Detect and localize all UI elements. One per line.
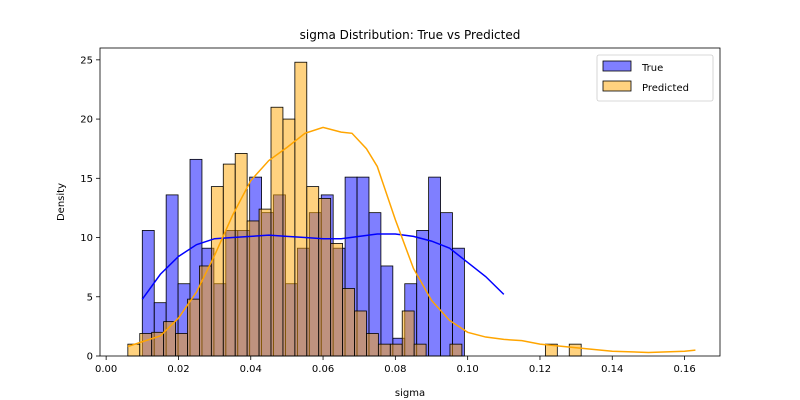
predicted-bar — [246, 220, 260, 357]
legend-label-true: True — [641, 63, 663, 74]
chart-title: sigma Distribution: True vs Predicted — [300, 28, 521, 42]
x-tick-label: 0.00 — [95, 364, 117, 375]
predicted-bar — [139, 333, 153, 357]
y-tick-label: 5 — [87, 292, 93, 303]
predicted-bar — [330, 243, 343, 357]
predicted-bar — [282, 118, 296, 357]
predicted-bar — [199, 265, 212, 357]
y-axis-label: Density — [56, 183, 67, 221]
legend: True Predicted — [596, 54, 714, 102]
predicted-bar — [306, 186, 320, 357]
predicted-bar — [413, 343, 427, 357]
predicted-bar — [187, 298, 200, 357]
x-tick-label: 0.02 — [167, 364, 189, 375]
predicted-bar — [318, 198, 332, 357]
x-tick-label: 0.06 — [312, 364, 334, 375]
x-tick-label: 0.12 — [529, 364, 551, 375]
predicted-bar — [270, 106, 284, 357]
predicted-bar — [151, 331, 165, 357]
legend-label-predicted: Predicted — [642, 83, 689, 94]
x-tick-label: 0.14 — [601, 364, 623, 375]
axes-frame — [99, 47, 721, 357]
x-axis-ticks: 0.00 0.02 0.04 0.06 0.08 0.10 0.12 0.14 0.16 — [95, 356, 696, 375]
true-bar — [428, 176, 441, 357]
predicted-series-bars — [127, 61, 582, 357]
x-tick-label: 0.10 — [457, 364, 479, 375]
true-bar — [452, 247, 465, 357]
predicted-bar — [377, 343, 391, 357]
y-tick-label: 0 — [87, 352, 93, 363]
legend-swatch-predicted — [602, 80, 632, 92]
predicted-bar — [234, 153, 248, 357]
predicted-bar — [401, 310, 415, 357]
x-tick-label: 0.04 — [240, 364, 262, 375]
predicted-kde-line — [127, 126, 696, 354]
predicted-bar — [258, 208, 272, 357]
true-bar — [440, 212, 453, 357]
predicted-bar — [175, 333, 188, 357]
y-tick-label: 15 — [80, 174, 93, 185]
predicted-bar — [294, 61, 308, 357]
legend-swatch-true — [602, 60, 632, 72]
predicted-bar — [389, 343, 403, 357]
y-axis-ticks: 0 5 10 15 20 25 — [80, 55, 100, 363]
y-tick-label: 20 — [80, 115, 93, 126]
predicted-bar — [354, 310, 367, 357]
y-tick-label: 10 — [80, 233, 93, 244]
predicted-bar — [568, 343, 582, 357]
predicted-bar — [342, 288, 355, 357]
predicted-bar — [210, 186, 224, 357]
x-tick-label: 0.08 — [384, 364, 406, 375]
x-axis-label: sigma — [395, 388, 425, 399]
true-bar — [380, 265, 394, 357]
predicted-bar — [366, 333, 379, 357]
true-kde-line — [141, 233, 505, 300]
predicted-bar — [449, 343, 463, 357]
x-tick-label: 0.16 — [673, 364, 695, 375]
y-tick-label: 25 — [80, 55, 93, 66]
predicted-bar — [222, 163, 236, 357]
